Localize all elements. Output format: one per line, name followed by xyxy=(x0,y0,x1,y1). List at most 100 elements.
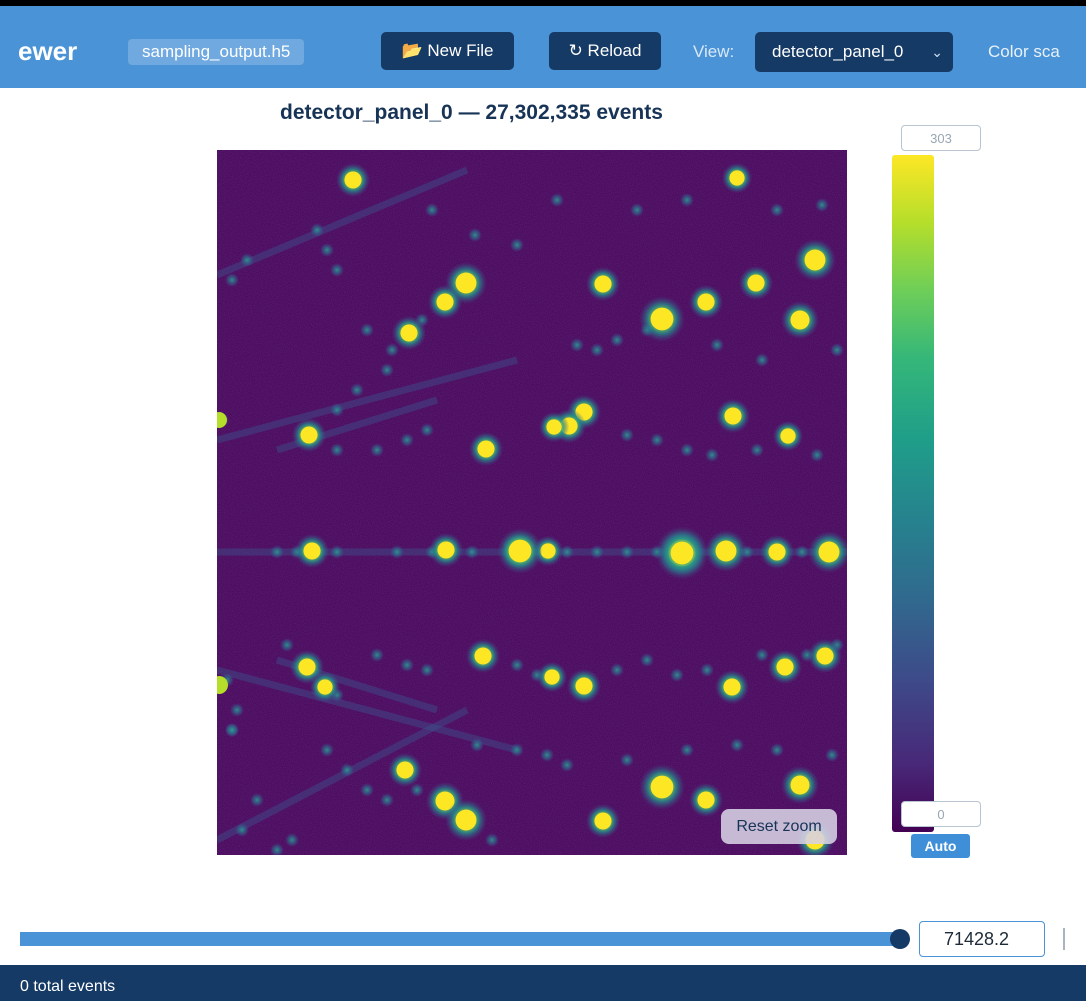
dim-spot xyxy=(620,428,634,442)
detector-heatmap[interactable] xyxy=(217,150,847,855)
slider-end-marker xyxy=(1063,928,1065,950)
dim-spot xyxy=(350,383,364,397)
chevron-down-icon: ⌄ xyxy=(931,44,943,60)
dim-spot xyxy=(770,743,784,757)
dim-spot xyxy=(225,723,239,737)
bright-spot xyxy=(455,272,477,294)
bright-spot xyxy=(455,809,477,831)
dim-spot xyxy=(240,253,254,267)
dim-spot xyxy=(330,263,344,277)
dim-spot xyxy=(680,443,694,457)
bright-spot xyxy=(544,669,560,685)
dim-spot xyxy=(330,403,344,417)
bright-spot xyxy=(317,679,333,695)
dim-spot xyxy=(485,833,499,847)
dim-spot xyxy=(360,783,374,797)
dim-spot xyxy=(770,203,784,217)
dim-spot xyxy=(755,353,769,367)
view-select[interactable]: detector_panel_0 ⌄ xyxy=(755,32,953,72)
heatmap-noise xyxy=(217,150,847,855)
dim-spot xyxy=(420,663,434,677)
status-text: 0 total events xyxy=(20,978,116,995)
dim-spot xyxy=(330,443,344,457)
bright-spot xyxy=(723,678,741,696)
dim-spot xyxy=(810,448,824,462)
bright-spot xyxy=(546,419,562,435)
reload-button[interactable]: ↻ Reload xyxy=(549,32,661,70)
colorbar-min-input[interactable]: 0 xyxy=(901,801,981,827)
dim-spot xyxy=(550,193,564,207)
dim-spot xyxy=(270,545,284,559)
bright-spot xyxy=(474,647,492,665)
dim-spot xyxy=(360,323,374,337)
dim-spot xyxy=(250,793,264,807)
auto-scale-button[interactable]: Auto xyxy=(911,834,970,858)
bright-spot xyxy=(650,775,674,799)
bright-spot xyxy=(715,540,737,562)
bright-spot xyxy=(776,658,794,676)
top-toolbar: ewer sampling_output.h5 📂 New File ↻ Rel… xyxy=(0,0,1086,88)
color-scale-label: Color sca xyxy=(988,42,1060,61)
dim-spot xyxy=(225,273,239,287)
bright-spot xyxy=(729,170,745,186)
view-select-value: detector_panel_0 xyxy=(772,42,904,61)
edge-spot xyxy=(217,412,227,428)
dim-spot xyxy=(590,545,604,559)
dim-spot xyxy=(730,738,744,752)
dim-spot xyxy=(400,433,414,447)
event-slider-thumb[interactable] xyxy=(890,929,910,949)
bright-spot xyxy=(436,293,454,311)
dim-spot xyxy=(235,823,249,837)
heatmap-streak xyxy=(217,706,469,844)
dim-spot xyxy=(670,668,684,682)
reset-zoom-button[interactable]: Reset zoom xyxy=(721,809,837,844)
dim-spot xyxy=(620,545,634,559)
dim-spot xyxy=(470,738,484,752)
plot-title: detector_panel_0 — 27,302,335 events xyxy=(280,101,663,124)
new-file-button[interactable]: 📂 New File xyxy=(381,32,514,70)
bright-spot xyxy=(768,543,786,561)
bright-spot xyxy=(670,541,694,565)
dim-spot xyxy=(370,443,384,457)
heatmap-streak xyxy=(217,356,518,444)
dim-spot xyxy=(630,203,644,217)
bright-spot xyxy=(437,541,455,559)
dim-spot xyxy=(330,545,344,559)
dim-spot xyxy=(560,758,574,772)
dim-spot xyxy=(410,783,424,797)
dim-spot xyxy=(610,333,624,347)
dim-spot xyxy=(370,648,384,662)
dim-spot xyxy=(385,343,399,357)
bright-spot xyxy=(396,761,414,779)
dim-spot xyxy=(425,203,439,217)
dim-spot xyxy=(610,663,624,677)
dim-spot xyxy=(390,545,404,559)
bright-spot xyxy=(790,310,810,330)
dim-spot xyxy=(230,703,244,717)
bright-spot xyxy=(400,324,418,342)
dim-spot xyxy=(560,545,574,559)
dim-spot xyxy=(755,648,769,662)
bright-spot xyxy=(300,426,318,444)
dim-spot xyxy=(680,193,694,207)
bright-spot xyxy=(508,539,532,563)
file-name-badge: sampling_output.h5 xyxy=(128,39,305,65)
dim-spot xyxy=(640,653,654,667)
dim-spot xyxy=(510,743,524,757)
bright-spot xyxy=(594,812,612,830)
bright-spot xyxy=(575,677,593,695)
dim-spot xyxy=(465,545,479,559)
bright-spot xyxy=(697,791,715,809)
bright-spot xyxy=(790,775,810,795)
bright-spot xyxy=(303,542,321,560)
bright-spot xyxy=(650,307,674,331)
event-value-input[interactable]: 71428.2 xyxy=(919,921,1045,957)
bright-spot xyxy=(816,647,834,665)
dim-spot xyxy=(285,833,299,847)
bright-spot xyxy=(747,274,765,292)
bright-spot xyxy=(477,440,495,458)
event-slider-track[interactable] xyxy=(20,932,900,946)
dim-spot xyxy=(825,748,839,762)
heatmap-streak xyxy=(217,166,469,279)
colorbar-max-input[interactable]: 303 xyxy=(901,125,981,151)
